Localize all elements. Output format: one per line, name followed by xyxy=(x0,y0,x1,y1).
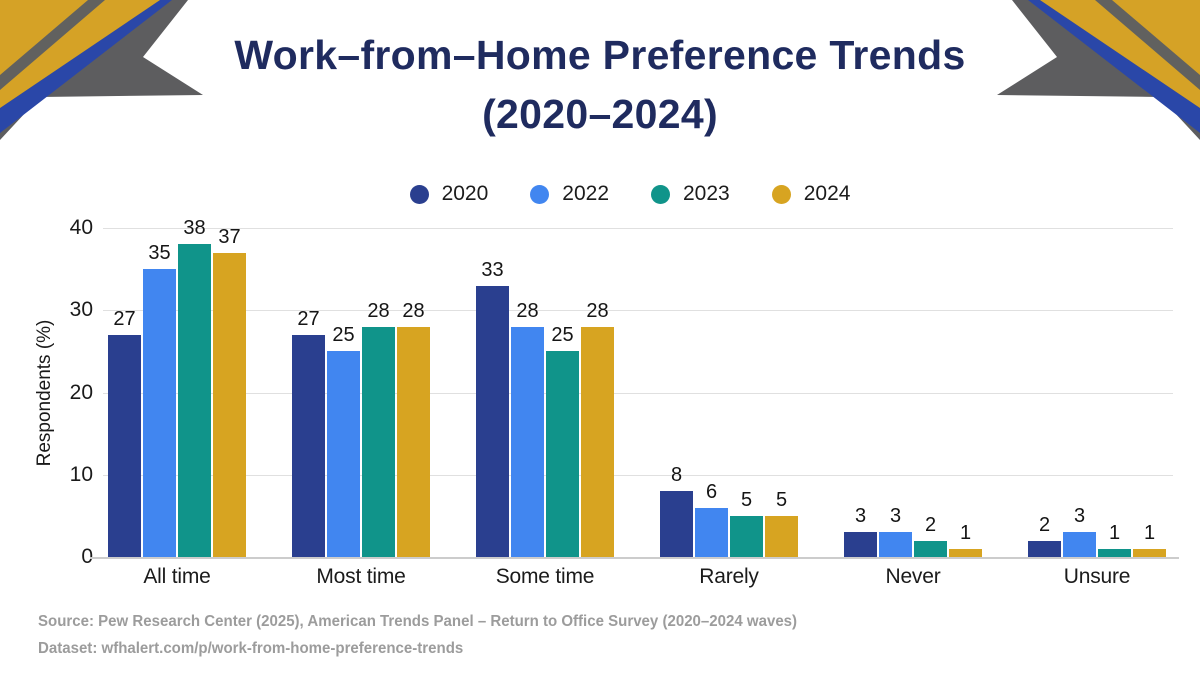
bar-value-label: 25 xyxy=(551,324,574,347)
bar-2023-never: 2 xyxy=(914,514,947,557)
plot-area: 0 10 20 30 40 27 35 38 37 All time 27 25 28 28 Most ti… xyxy=(70,216,1179,588)
bar-2023-all-time: 38 xyxy=(178,217,211,557)
bar-value-label: 3 xyxy=(1073,505,1086,528)
bar-2024-unsure: 1 xyxy=(1133,522,1166,557)
page-title-line2: (2020–2024) xyxy=(482,91,718,137)
bar-2020-some-time: 33 xyxy=(476,259,509,557)
x-category-label-rarely: Rarely xyxy=(699,565,759,588)
bar-2024-most-time: 28 xyxy=(397,300,430,557)
page-title: Work–from–Home Preference Trends (2020–2… xyxy=(0,26,1200,144)
bar-value-label: 6 xyxy=(705,480,718,503)
bar-2020-all-time: 27 xyxy=(108,308,141,557)
bar-2022-rarely: 6 xyxy=(695,481,728,557)
corner-ribbon-gold xyxy=(0,0,160,108)
bar-value-label: 25 xyxy=(332,324,355,347)
legend-color-dot xyxy=(771,184,791,204)
x-category-label-unsure: Unsure xyxy=(1063,565,1131,588)
bar-value-label: 5 xyxy=(740,488,753,511)
y-tick-label-20: 20 xyxy=(69,380,93,404)
legend-item-2023: 2023 xyxy=(651,182,730,206)
bar-value-label: 5 xyxy=(775,488,788,511)
bar-2022-some-time: 28 xyxy=(511,300,544,557)
footer-dataset-text: Dataset: wfhalert.com/p/work-from-home-p… xyxy=(38,640,464,657)
bar-2024-never: 1 xyxy=(949,522,982,557)
gridline-30 xyxy=(103,310,1173,312)
bar-value-label: 3 xyxy=(889,505,902,528)
bar-value-label: 28 xyxy=(367,299,390,322)
legend-color-dot xyxy=(530,184,550,204)
footer-source-text: Source: Pew Research Center (2025), Amer… xyxy=(38,613,798,630)
legend-label: 2023 xyxy=(683,182,730,205)
bar-2024-rarely: 5 xyxy=(765,489,798,557)
legend-item-2022: 2022 xyxy=(530,182,609,206)
x-category-label-some-time: Some time xyxy=(495,565,595,588)
y-tick-label-10: 10 xyxy=(69,462,93,486)
corner-ribbon-stripe xyxy=(1095,0,1200,90)
legend-label: 2024 xyxy=(803,182,851,205)
bar-2022-never: 3 xyxy=(879,505,912,557)
gridline-40 xyxy=(103,228,1173,229)
x-category-label-most-time: Most time xyxy=(316,565,406,588)
bar-value-label: 1 xyxy=(1143,521,1156,544)
bar-2020-unsure: 2 xyxy=(1028,514,1061,557)
bar-2020-never: 3 xyxy=(844,505,877,557)
bar-value-label: 28 xyxy=(516,299,539,322)
bar-group-some-time: 33 28 25 28 xyxy=(476,228,614,557)
bar-2022-all-time: 35 xyxy=(143,242,176,557)
bar-2022-most-time: 25 xyxy=(327,324,360,557)
bar-2024-some-time: 28 xyxy=(581,300,614,557)
y-tick-label-0: 0 xyxy=(81,545,93,568)
bar-value-label: 28 xyxy=(402,299,425,322)
x-category-label-never: Never xyxy=(885,565,941,588)
x-category-label-all-time: All time xyxy=(143,565,211,588)
bar-2020-rarely: 8 xyxy=(660,464,693,557)
y-tick-label-40: 40 xyxy=(69,216,93,239)
x-axis-baseline xyxy=(90,557,1179,559)
legend-color-dot xyxy=(409,184,429,204)
gridline-20 xyxy=(103,392,1173,394)
page-title-line1: Work–from–Home Preference Trends xyxy=(234,32,966,78)
legend-color-dot xyxy=(651,184,670,204)
bar-2023-unsure: 1 xyxy=(1098,522,1131,557)
bar-value-label: 8 xyxy=(670,464,683,487)
bar-value-label: 35 xyxy=(148,242,171,265)
corner-decoration-left xyxy=(0,0,203,140)
bar-2020-most-time: 27 xyxy=(292,308,325,557)
bar-value-label: 27 xyxy=(297,307,320,330)
bar-value-label: 28 xyxy=(586,299,609,322)
bar-2022-unsure: 3 xyxy=(1063,505,1096,557)
gridline-10 xyxy=(103,474,1173,476)
corner-decoration-right xyxy=(997,0,1200,140)
legend-label: 2020 xyxy=(441,182,489,205)
bar-value-label: 2 xyxy=(1038,513,1051,536)
legend-label: 2022 xyxy=(562,182,609,205)
bar-2023-most-time: 28 xyxy=(362,300,395,557)
corner-ribbon-gold xyxy=(1040,0,1200,108)
bar-value-label: 33 xyxy=(481,258,504,281)
bar-value-label: 1 xyxy=(959,521,972,544)
bar-group-all-time: 27 35 38 37 xyxy=(108,217,246,557)
corner-ribbon-blue xyxy=(0,0,172,133)
corner-ribbon-stripe xyxy=(0,0,105,90)
bar-2023-rarely: 5 xyxy=(730,489,763,557)
corner-ribbon-blue xyxy=(1028,0,1200,133)
chart-legend: 2020 2022 2023 2024 xyxy=(30,181,1200,207)
bar-2023-some-time: 25 xyxy=(546,324,579,557)
y-tick-label-30: 30 xyxy=(69,298,93,322)
legend-item-2020: 2020 xyxy=(409,182,489,206)
bar-2024-all-time: 37 xyxy=(213,226,246,557)
bar-value-label: 1 xyxy=(1108,521,1121,544)
bar-value-label: 38 xyxy=(183,217,206,240)
bar-group-most-time: 27 25 28 28 xyxy=(292,228,430,557)
bar-chart: Respondents (%) 0 10 20 30 40 27 35 38 37 All tim… xyxy=(0,216,1200,618)
bar-value-label: 27 xyxy=(113,307,136,330)
bar-value-label: 2 xyxy=(924,513,937,536)
bar-value-label: 3 xyxy=(854,505,867,528)
legend-item-2024: 2024 xyxy=(771,182,851,206)
bar-value-label: 37 xyxy=(218,225,241,248)
